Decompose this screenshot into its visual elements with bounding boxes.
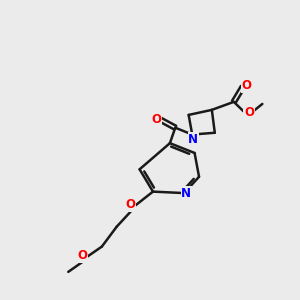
Text: O: O [77,249,88,262]
Text: O: O [151,113,161,126]
Text: O: O [241,79,251,92]
Text: O: O [126,199,136,212]
Text: N: N [188,133,198,146]
Text: O: O [244,106,254,119]
Text: N: N [181,187,191,200]
